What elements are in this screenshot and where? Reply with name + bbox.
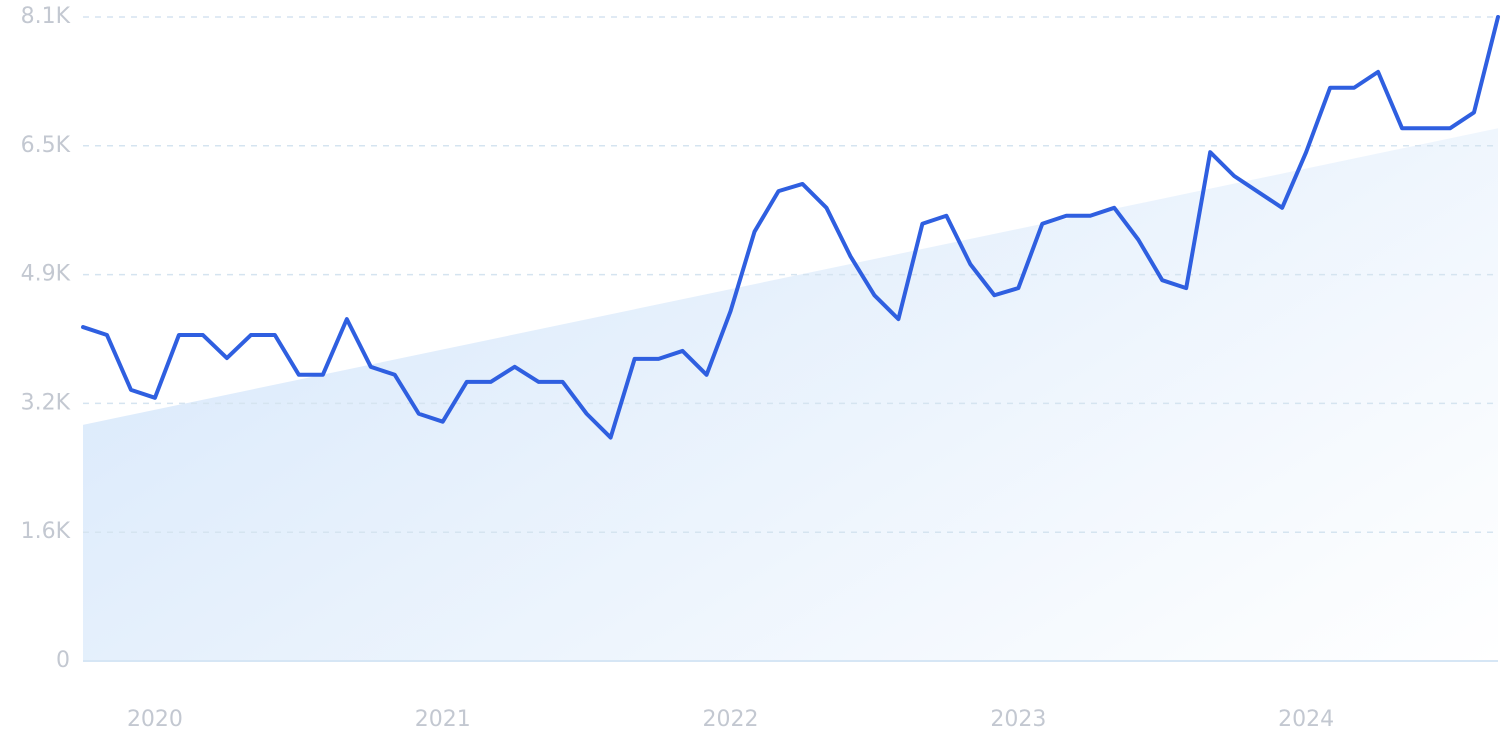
y-tick-label: 0 xyxy=(56,648,70,673)
y-tick-label: 8.1K xyxy=(21,4,71,29)
x-tick-label: 2022 xyxy=(703,707,759,732)
x-tick-label: 2020 xyxy=(127,707,183,732)
y-tick-label: 6.5K xyxy=(21,133,71,158)
y-tick-label: 4.9K xyxy=(21,262,71,287)
x-tick-label: 2023 xyxy=(990,707,1046,732)
line-series xyxy=(81,15,1500,440)
x-tick-label: 2024 xyxy=(1278,707,1334,732)
trend-area xyxy=(83,128,1498,661)
y-tick-label: 1.6K xyxy=(21,519,71,544)
y-tick-label: 3.2K xyxy=(21,390,71,415)
x-tick-label: 2021 xyxy=(415,707,471,732)
